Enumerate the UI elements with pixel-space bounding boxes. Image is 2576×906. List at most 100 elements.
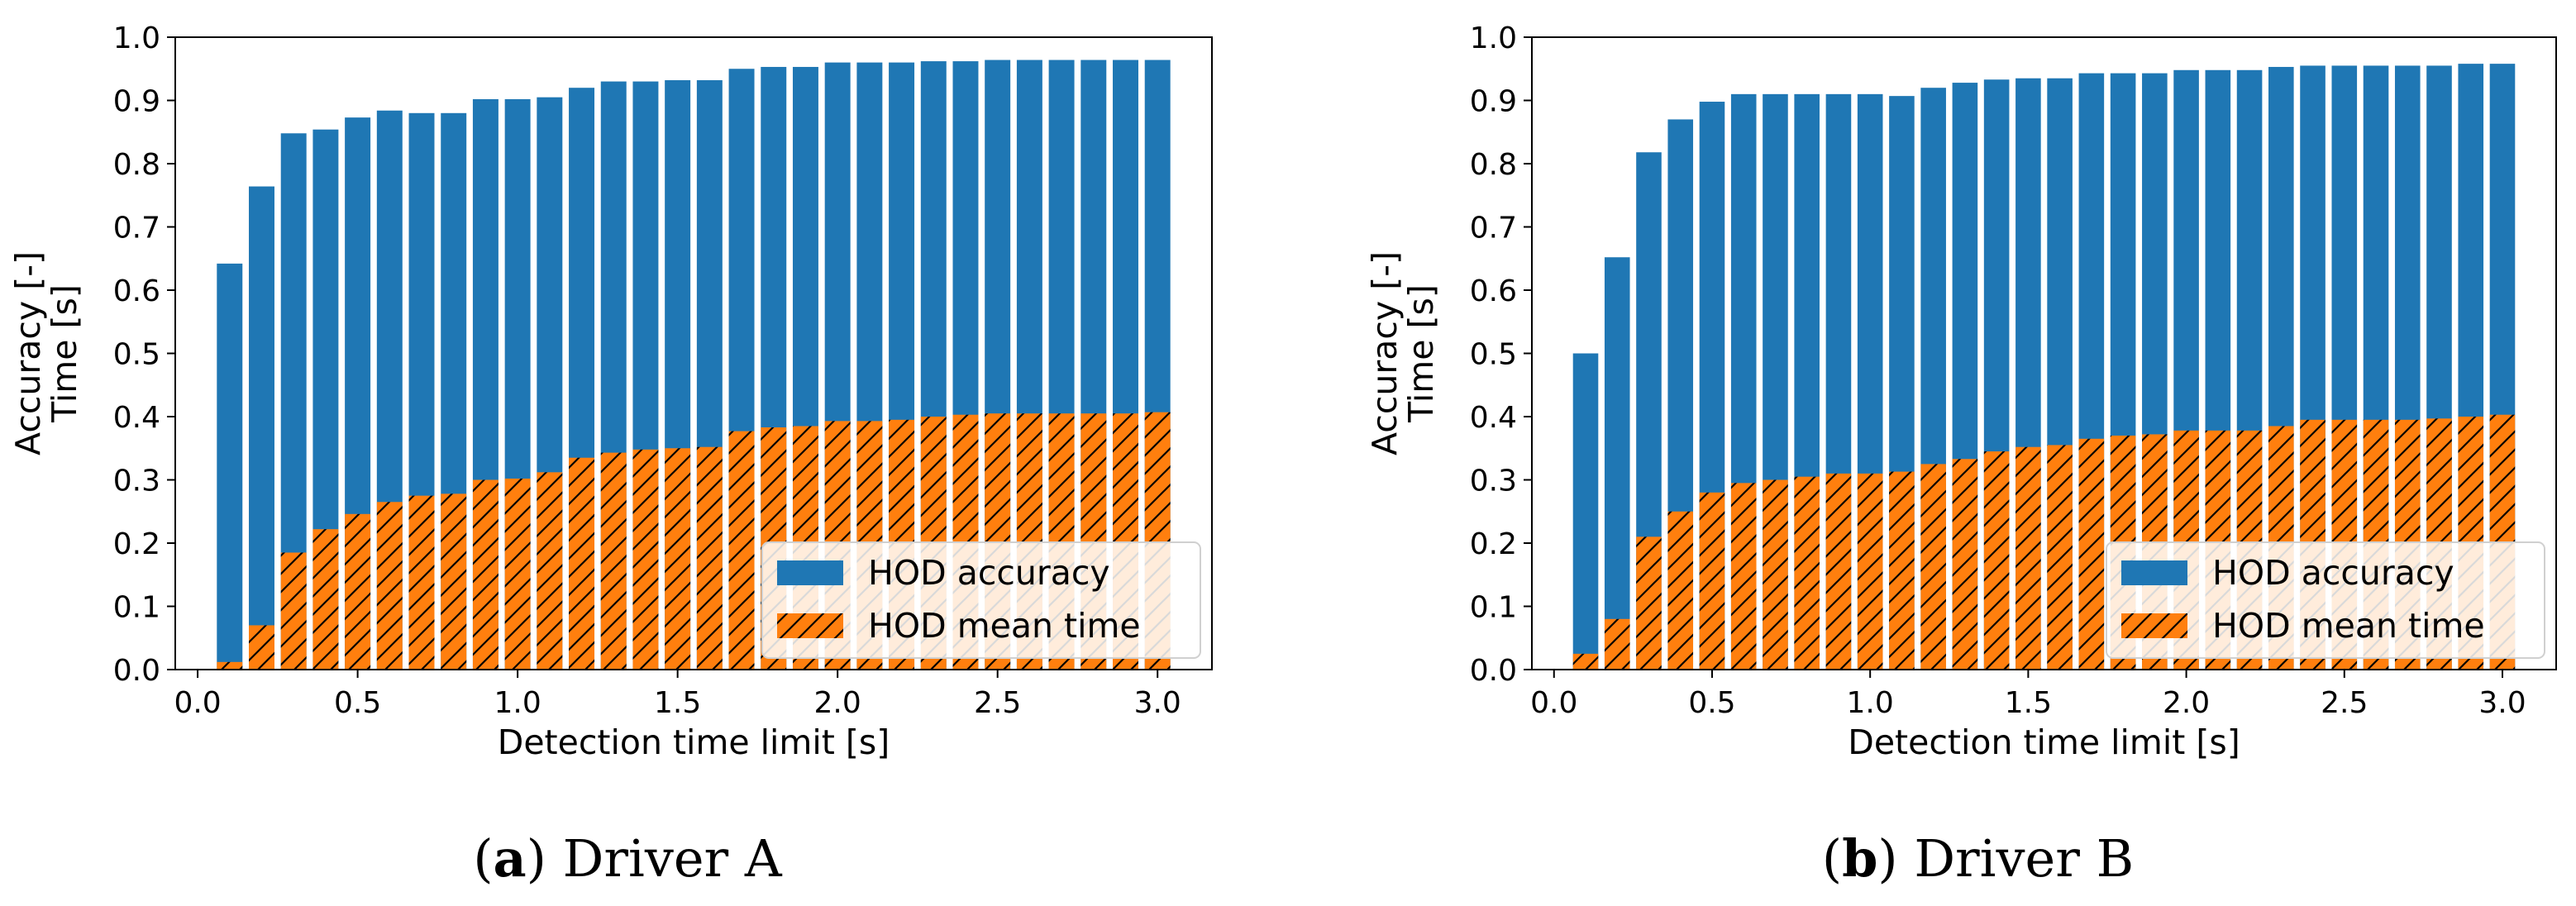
y-tick-label: 0.0	[113, 654, 160, 688]
bar-mean-time-12	[1952, 459, 1978, 670]
y-tick-label: 0.1	[1470, 591, 1517, 625]
chart-panel-driver-a: 0.0 0.1 0.2 0.3 0.4 0.5 0.6 0.7 0.8 0.9 1.0 0.0 0.5…	[8, 21, 1213, 889]
bar-mean-time-8	[472, 479, 499, 670]
x-tick-label: 2.5	[974, 686, 1021, 720]
x-tick-label: 1.0	[1847, 686, 1894, 720]
bar-mean-time-1	[249, 625, 274, 670]
bar-mean-time-10	[1889, 471, 1915, 670]
x-tick-label: 0.0	[174, 686, 221, 720]
caption-label: a	[494, 828, 527, 889]
x-tick-label: 3.0	[1134, 686, 1181, 720]
bar-mean-time-10	[537, 472, 563, 670]
bar-mean-time-6	[1763, 479, 1788, 670]
x-tick-label: 1.5	[654, 686, 701, 720]
bar-accuracy-0	[1572, 353, 1599, 670]
y-axis-label-time: Time [s]	[1401, 284, 1441, 423]
legend-label-mean-time: HOD mean time	[2212, 606, 2485, 646]
y-tick-label: 0.5	[113, 338, 160, 372]
bar-mean-time-8	[1825, 473, 1852, 670]
bar-mean-time-2	[1636, 536, 1662, 670]
bar-mean-time-5	[1730, 483, 1757, 670]
caption-text: Driver B	[1914, 828, 2134, 889]
x-tick-label: 2.0	[2163, 686, 2210, 720]
bar-mean-time-13	[632, 449, 659, 670]
y-tick-label: 0.3	[1470, 465, 1517, 498]
x-axis-ticks: 0.0 0.5 1.0 1.5 2.0 2.5 3.0	[174, 670, 1181, 720]
bar-mean-time-3	[312, 529, 339, 670]
bars-group	[1572, 64, 2516, 670]
bar-mean-time-15	[2047, 445, 2073, 670]
bar-mean-time-11	[1920, 464, 1946, 670]
legend: HOD accuracy HOD mean time	[2106, 541, 2545, 659]
y-tick-label: 0.7	[1470, 212, 1517, 246]
bar-mean-time-1	[1604, 618, 1630, 670]
y-tick-label: 0.9	[1470, 85, 1517, 119]
x-tick-label: 0.5	[1688, 686, 1735, 720]
legend-box	[761, 541, 1201, 659]
y-tick-label: 0.6	[113, 274, 160, 308]
y-axis-label-accuracy: Accuracy [-]	[1365, 251, 1405, 455]
bar-mean-time-14	[2015, 446, 2041, 670]
bar-mean-time-16	[2078, 438, 2105, 670]
x-tick-label: 1.0	[494, 686, 541, 720]
legend: HOD accuracy HOD mean time	[761, 541, 1201, 659]
legend-label-mean-time: HOD mean time	[868, 606, 1141, 646]
bar-mean-time-11	[569, 457, 595, 670]
x-axis-ticks: 0.0 0.5 1.0 1.5 2.0 2.5 3.0	[1530, 670, 2526, 720]
bar-mean-time-9	[504, 478, 531, 670]
bar-mean-time-6	[408, 495, 435, 670]
bar-mean-time-0	[217, 661, 243, 670]
bar-mean-time-2	[280, 552, 307, 670]
bar-mean-time-9	[1857, 473, 1883, 670]
x-tick-label: 0.5	[334, 686, 381, 720]
x-tick-label: 2.5	[2321, 686, 2368, 720]
y-tick-label: 0.7	[113, 212, 160, 246]
bar-mean-time-4	[345, 513, 371, 670]
y-tick-label: 0.8	[1470, 148, 1517, 182]
legend-label-accuracy: HOD accuracy	[2212, 553, 2454, 593]
y-tick-label: 0.6	[1470, 274, 1517, 308]
x-tick-label: 0.0	[1530, 686, 1577, 720]
x-tick-label: 3.0	[2478, 686, 2526, 720]
y-tick-label: 1.0	[1470, 21, 1517, 55]
legend-swatch-mean-time	[777, 613, 843, 638]
y-tick-label: 0.9	[113, 85, 160, 119]
x-tick-label: 2.0	[814, 686, 861, 720]
y-tick-label: 0.5	[1470, 338, 1517, 372]
y-tick-label: 1.0	[113, 21, 160, 55]
caption-driver-b: (b) Driver B	[1822, 828, 2134, 889]
caption-text: Driver A	[563, 828, 783, 889]
y-axis-ticks: 0.0 0.1 0.2 0.3 0.4 0.5 0.6 0.7 0.8 0.9 1.0	[1470, 21, 1532, 688]
bar-mean-time-4	[1699, 492, 1725, 670]
y-axis-label-time: Time [s]	[45, 284, 84, 423]
y-tick-label: 0.0	[1470, 654, 1517, 688]
bar-mean-time-3	[1667, 511, 1694, 670]
y-axis-ticks: 0.0 0.1 0.2 0.3 0.4 0.5 0.6 0.7 0.8 0.9 1.0	[113, 21, 175, 688]
bar-mean-time-12	[600, 452, 627, 670]
legend-box	[2106, 541, 2545, 659]
bar-accuracy-0	[217, 263, 243, 670]
legend-swatch-accuracy	[2121, 560, 2187, 585]
bar-mean-time-5	[376, 502, 403, 670]
y-tick-label: 0.2	[1470, 527, 1517, 561]
y-tick-label: 0.4	[113, 401, 160, 435]
legend-label-accuracy: HOD accuracy	[868, 553, 1110, 593]
y-tick-label: 0.8	[113, 148, 160, 182]
y-axis-label-accuracy: Accuracy [-]	[8, 251, 48, 455]
x-tick-label: 1.5	[2005, 686, 2052, 720]
bar-mean-time-7	[1794, 476, 1820, 670]
y-tick-label: 0.1	[113, 591, 160, 625]
x-axis-label: Detection time limit [s]	[1848, 722, 2240, 762]
y-tick-label: 0.4	[1470, 401, 1517, 435]
y-tick-label: 0.3	[113, 465, 160, 498]
bar-mean-time-15	[696, 446, 723, 670]
bar-accuracy-1	[249, 186, 274, 670]
legend-swatch-accuracy	[777, 560, 843, 585]
bars-group	[217, 60, 1171, 670]
legend-swatch-mean-time	[2121, 613, 2187, 638]
bar-mean-time-14	[665, 448, 691, 670]
caption-label: b	[1842, 828, 1877, 889]
bar-accuracy-1	[1604, 257, 1630, 670]
y-tick-label: 0.2	[113, 527, 160, 561]
